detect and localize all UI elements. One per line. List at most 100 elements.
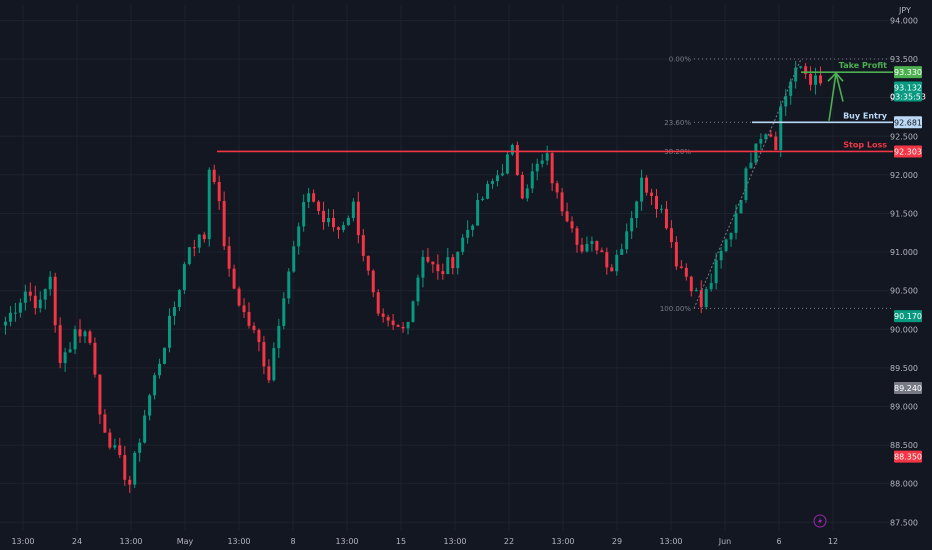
candle-body <box>232 268 236 289</box>
time-axis[interactable]: 13:00 24 13:00 May 13:00 8 13:00 15 13:00 22 13:00… <box>11 537 838 546</box>
candle-body <box>476 199 480 226</box>
stop-loss-tag[interactable] <box>894 145 922 158</box>
candle <box>212 164 216 185</box>
candle <box>804 63 808 79</box>
candle-body <box>699 290 703 307</box>
price-tag[interactable] <box>894 381 922 394</box>
candle <box>565 202 569 223</box>
candle-body <box>227 246 231 269</box>
candle-body <box>600 250 604 253</box>
price-tick-label: 89.500 <box>890 364 918 373</box>
candle <box>98 374 102 425</box>
candle <box>148 393 152 421</box>
candle <box>794 60 798 89</box>
candle <box>257 328 261 352</box>
fib-level-label: 100.00% <box>660 305 691 313</box>
candle-body <box>500 173 504 176</box>
candle <box>317 200 321 215</box>
candle <box>640 169 644 211</box>
candle <box>391 313 395 330</box>
candle <box>749 152 753 169</box>
candle-body <box>88 331 92 343</box>
candle <box>192 239 196 257</box>
candle-body <box>272 348 276 381</box>
candle-body <box>749 162 753 169</box>
candle-body <box>48 276 52 290</box>
candle-body <box>789 81 793 96</box>
candle <box>689 275 693 297</box>
candle <box>341 221 345 233</box>
price-tag[interactable] <box>894 450 922 463</box>
candle <box>292 240 296 273</box>
price-tag-label: 88.350 <box>894 453 922 462</box>
candle <box>426 248 430 264</box>
candle <box>346 215 350 226</box>
candle <box>774 131 778 151</box>
time-tick-label: 29 <box>612 537 622 546</box>
time-tick-label: 13:00 <box>659 537 682 546</box>
candle-body <box>779 106 783 150</box>
candle <box>297 222 301 255</box>
candle <box>83 329 87 344</box>
candle <box>739 199 743 214</box>
candle <box>694 287 698 292</box>
time-tick-label: 24 <box>72 537 82 546</box>
candle <box>78 319 82 343</box>
buy-entry-tag-label: 92.681 <box>894 118 922 127</box>
candle <box>63 347 67 372</box>
candle <box>615 249 619 276</box>
candle-body <box>510 144 514 155</box>
candle <box>630 211 634 240</box>
time-tick-label: Jun <box>718 537 732 546</box>
lightning-icon[interactable] <box>813 514 827 528</box>
time-tick-label: 22 <box>504 537 514 546</box>
candle-body <box>794 67 798 82</box>
candle-body <box>148 395 152 416</box>
candle <box>734 204 738 240</box>
candle <box>664 200 668 230</box>
candle-body <box>53 276 57 326</box>
candle <box>515 141 519 177</box>
candle-body <box>287 271 291 299</box>
candle <box>113 438 117 450</box>
price-tag[interactable] <box>894 310 922 323</box>
price-tick-label: 92.000 <box>890 171 918 180</box>
candle-body <box>555 183 559 193</box>
take-profit-tag[interactable] <box>894 66 922 79</box>
candle-body <box>158 363 162 376</box>
candle <box>371 269 375 298</box>
candle-body <box>769 134 773 137</box>
candle <box>719 246 723 269</box>
price-tick-label: 93.500 <box>890 55 918 64</box>
candle <box>505 150 509 175</box>
candle-body <box>679 266 683 268</box>
candle-body <box>411 301 415 322</box>
candle <box>421 250 425 288</box>
candle <box>476 192 480 226</box>
candle-body <box>43 289 47 300</box>
candle <box>431 261 435 273</box>
candle <box>93 337 97 378</box>
price-axis[interactable]: 94.00093.50093.00092.50092.00091.50091.0… <box>890 16 926 527</box>
candle <box>307 187 311 208</box>
price-tag-label: 90.170 <box>894 312 922 321</box>
candle-body <box>128 479 132 485</box>
candle <box>262 335 266 375</box>
candle-body <box>237 288 241 306</box>
candle-body <box>694 290 698 292</box>
candle-body <box>595 241 599 251</box>
candle-body <box>346 217 350 226</box>
candle <box>327 208 331 227</box>
candle <box>287 268 291 304</box>
time-tick-label: 15 <box>396 537 406 546</box>
buy-entry-tag[interactable] <box>894 116 922 129</box>
candle <box>645 175 649 196</box>
candle <box>545 145 549 166</box>
candle <box>555 180 559 199</box>
candle <box>510 143 514 156</box>
candle-body <box>436 264 440 272</box>
candle-body <box>68 349 72 353</box>
price-tag[interactable] <box>894 81 922 102</box>
candle-body <box>530 171 534 189</box>
